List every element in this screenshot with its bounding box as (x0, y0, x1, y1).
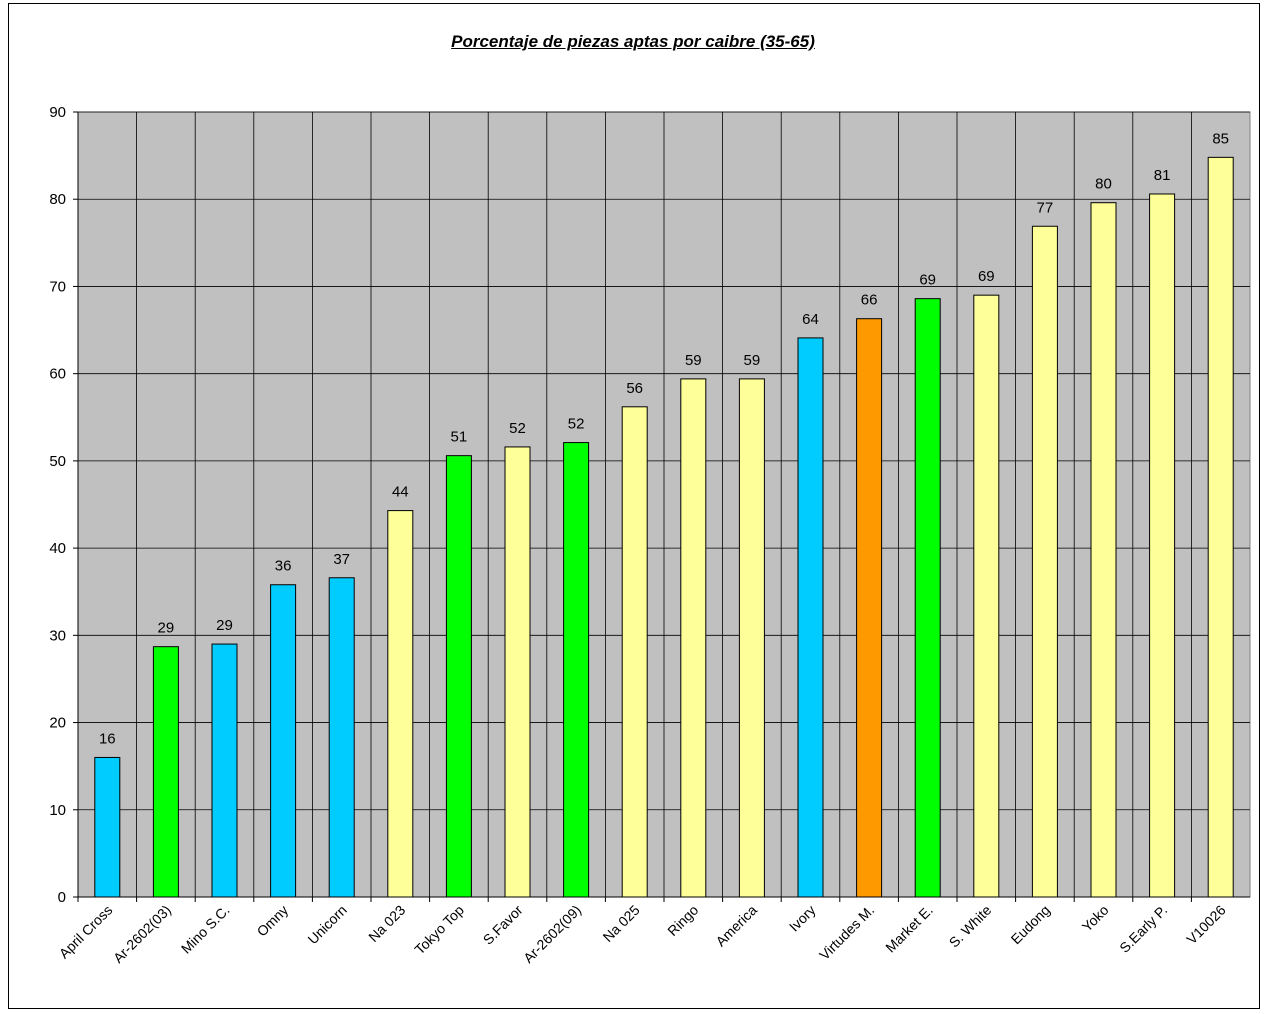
x-tick-label: S. White (946, 902, 995, 951)
x-tick-label: April Cross (56, 902, 116, 962)
data-label: 80 (1095, 176, 1112, 193)
x-tick-label: Eudong (1008, 902, 1053, 947)
bar (1090, 202, 1117, 898)
data-label: 64 (802, 311, 819, 328)
bar (270, 584, 297, 898)
x-tick-label: Na 025 (600, 902, 643, 945)
data-label: 16 (99, 730, 116, 747)
bar (1031, 225, 1058, 898)
bar (94, 756, 121, 898)
x-tick-label: Tokyo Top (411, 902, 467, 958)
y-tick-label: 80 (49, 191, 66, 208)
data-label: 69 (919, 272, 936, 289)
x-tick-label: Market E. (882, 902, 936, 956)
data-label: 81 (1154, 167, 1171, 184)
y-tick-label: 50 (49, 453, 66, 470)
x-tick-label: Unicorn (304, 902, 349, 947)
x-tick-label: S.Early P. (1116, 902, 1170, 956)
data-labels: 16 29 29 36 37 44 51 52 52 56 59 59 64 66 69 69 77 80 81 85 (99, 130, 1229, 747)
data-label: 59 (685, 352, 702, 369)
bar (211, 643, 238, 898)
data-label: 77 (1037, 199, 1054, 216)
data-label: 59 (744, 352, 761, 369)
x-tick-label: Na 023 (365, 902, 408, 945)
bar (504, 446, 531, 898)
data-label: 36 (275, 558, 292, 575)
y-tick-label: 40 (49, 540, 66, 557)
bars (94, 156, 1234, 898)
y-tick-label: 0 (58, 889, 66, 906)
y-tick-label: 70 (49, 278, 66, 295)
x-tick-label: Omny (254, 902, 292, 940)
bar (152, 646, 179, 898)
y-tick-label: 20 (49, 715, 66, 732)
x-tick-label: Virtudes M. (816, 902, 877, 963)
bar (680, 378, 707, 898)
data-label: 52 (568, 416, 585, 433)
bar (973, 294, 1000, 898)
x-tick-label: Ar-2602(03) (110, 902, 174, 966)
bar (797, 337, 824, 898)
data-label: 51 (451, 429, 468, 446)
x-tick-label: V10026 (1183, 902, 1229, 948)
data-label: 52 (509, 420, 526, 437)
x-tick-label: Ivory (786, 902, 819, 935)
x-tick-label: Yoko (1079, 902, 1112, 935)
bar (738, 378, 765, 898)
data-label: 85 (1212, 130, 1229, 147)
bar (445, 455, 472, 898)
data-label: 44 (392, 484, 409, 501)
chart-title: Porcentaje de piezas aptas por caibre (3… (451, 32, 815, 51)
y-tick-label: 90 (49, 104, 66, 121)
data-label: 29 (158, 620, 175, 637)
data-label: 56 (626, 380, 643, 397)
bar (563, 442, 590, 898)
x-tick-label: Ringo (664, 902, 701, 939)
x-tick-label: Ar-2602(09) (520, 902, 584, 966)
bar (1207, 156, 1234, 898)
bar (621, 406, 648, 898)
y-axis-ticks: 0 10 20 30 40 50 60 70 80 90 (49, 104, 79, 906)
data-label: 66 (861, 292, 878, 309)
data-label: 29 (216, 617, 233, 634)
bar (387, 510, 414, 898)
x-tick-label: S.Favor (480, 902, 526, 948)
x-tick-label: Mino S.C. (178, 902, 233, 957)
y-tick-label: 10 (49, 802, 66, 819)
gridlines (78, 111, 1250, 897)
data-label: 37 (333, 551, 350, 568)
x-tick-label: America (712, 902, 760, 950)
y-tick-label: 30 (49, 627, 66, 644)
data-label: 69 (978, 268, 995, 285)
y-tick-label: 60 (49, 366, 66, 383)
bar (856, 318, 883, 898)
bar (328, 577, 355, 898)
bar (914, 298, 941, 898)
bar (1149, 193, 1176, 898)
